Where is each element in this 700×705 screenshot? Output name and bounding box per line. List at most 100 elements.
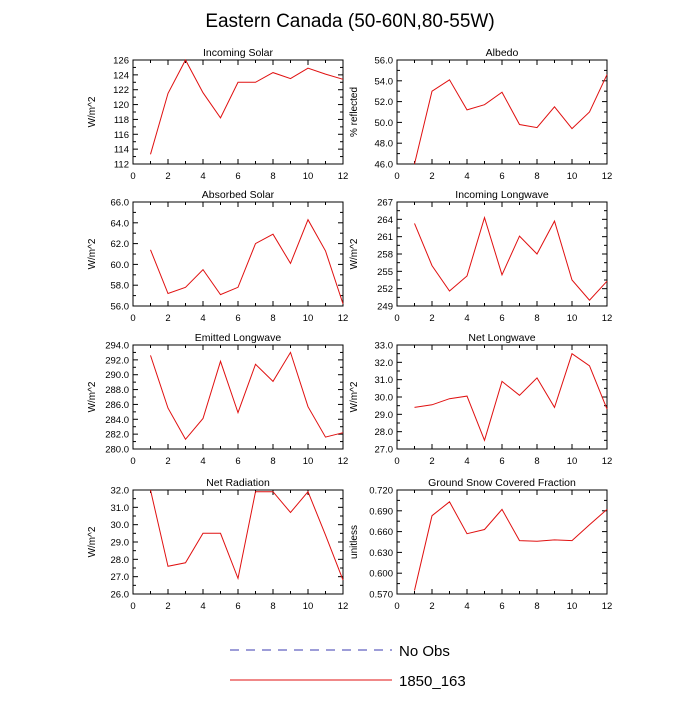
- y-tick-label: 249: [377, 302, 393, 313]
- series-line-1850-163: [150, 351, 344, 441]
- x-tick-label: 10: [303, 171, 314, 182]
- x-tick-label: 10: [567, 171, 578, 182]
- x-tick-label: 12: [338, 601, 349, 612]
- series-line-1850-163: [150, 489, 344, 581]
- x-tick-label: 4: [464, 456, 469, 467]
- plot-frame: [396, 201, 608, 307]
- y-tick-label: 282.0: [105, 430, 129, 441]
- x-tick-label: 6: [499, 171, 504, 182]
- y-tick-label: 280.0: [105, 445, 129, 456]
- x-tick-label: 2: [429, 456, 434, 467]
- y-tick-label: 292.0: [105, 355, 129, 366]
- y-tick-label: 30.0: [111, 520, 130, 531]
- y-tick-label: 33.0: [375, 341, 394, 352]
- y-tick-label: 255: [377, 267, 393, 278]
- panel-title: Incoming Solar: [203, 47, 274, 59]
- x-tick-label: 4: [200, 601, 205, 612]
- y-tick-label: 28.0: [375, 427, 394, 438]
- y-tick-label: 27.0: [375, 445, 394, 456]
- y-tick-label: 29.0: [111, 538, 130, 549]
- y-tick-label: 284.0: [105, 415, 129, 426]
- plot-frame: [396, 344, 608, 450]
- y-tick-label: 261: [377, 232, 393, 243]
- x-tick-label: 0: [394, 171, 399, 182]
- panel-albedo: Albedo 0 2 4 6 8 10 12 46.0 48.0 50.0 52.0 54.0 56.0%…: [349, 47, 612, 182]
- x-tick-label: 2: [429, 601, 434, 612]
- x-tick-label: 8: [534, 601, 539, 612]
- x-tick-label: 10: [303, 601, 314, 612]
- y-tick-label: 116: [114, 130, 129, 141]
- panel-net-radiation: Net Radiation 0 2 4 6 8 10 12 26.0 27.0 28.0 29.0 30…: [87, 477, 348, 612]
- y-tick-label: 27.0: [111, 572, 130, 583]
- x-tick-label: 8: [270, 313, 275, 324]
- x-tick-label: 2: [165, 171, 170, 182]
- x-tick-label: 10: [303, 313, 314, 324]
- y-tick-label: 60.0: [111, 260, 130, 271]
- x-tick-label: 0: [130, 601, 135, 612]
- legend: No Obs 1850_163: [230, 643, 466, 690]
- x-tick-label: 0: [130, 313, 135, 324]
- y-tick-label: 31.0: [111, 503, 130, 514]
- y-axis-label: W/m^2: [349, 238, 360, 269]
- x-tick-label: 12: [338, 171, 349, 182]
- series-line-1850-163: [414, 501, 608, 591]
- panel-title: Absorbed Solar: [202, 189, 275, 201]
- y-tick-label: 31.0: [375, 375, 394, 386]
- y-tick-label: 30.0: [375, 393, 394, 404]
- x-tick-label: 0: [130, 171, 135, 182]
- x-tick-label: 12: [602, 456, 613, 467]
- y-tick-label: 0.570: [369, 590, 393, 601]
- y-tick-label: 56.0: [375, 56, 394, 67]
- legend-label-no-obs: No Obs: [399, 643, 450, 660]
- y-tick-label: 294.0: [105, 341, 129, 352]
- x-tick-label: 12: [602, 171, 613, 182]
- x-tick-label: 4: [200, 171, 205, 182]
- panel-title: Net Longwave: [468, 332, 535, 344]
- y-tick-label: 62.0: [111, 239, 130, 250]
- x-tick-label: 2: [165, 313, 170, 324]
- x-tick-label: 8: [270, 171, 275, 182]
- y-tick-label: 0.630: [369, 548, 393, 559]
- y-tick-label: 124: [113, 70, 129, 81]
- x-tick-label: 12: [338, 456, 349, 467]
- x-tick-label: 8: [534, 456, 539, 467]
- x-tick-label: 10: [303, 456, 314, 467]
- x-tick-label: 6: [499, 313, 504, 324]
- x-tick-label: 0: [394, 313, 399, 324]
- series-line-1850-163: [414, 215, 608, 301]
- x-tick-label: 12: [602, 313, 613, 324]
- x-tick-label: 8: [270, 456, 275, 467]
- y-tick-label: 286.0: [105, 400, 129, 411]
- y-tick-label: 0.600: [369, 569, 393, 580]
- x-tick-label: 0: [130, 456, 135, 467]
- y-tick-label: 0.690: [369, 506, 393, 517]
- plot-frame: [396, 489, 608, 595]
- panel-net-longwave: Net Longwave 0 2 4 6 8 10 12 27.0 28.0 29.0 30.0 31.…: [349, 332, 612, 467]
- y-axis-label: W/m^2: [87, 96, 98, 127]
- y-tick-label: 126: [113, 56, 129, 67]
- y-tick-label: 50.0: [375, 118, 394, 129]
- y-tick-label: 264: [377, 215, 393, 226]
- x-tick-label: 8: [534, 171, 539, 182]
- y-axis-label: W/m^2: [87, 526, 98, 557]
- x-tick-label: 2: [429, 313, 434, 324]
- panel-title: Net Radiation: [206, 477, 270, 489]
- x-tick-label: 10: [567, 456, 578, 467]
- x-tick-label: 6: [235, 171, 240, 182]
- x-tick-label: 2: [165, 456, 170, 467]
- panel-title: Emitted Longwave: [195, 332, 282, 344]
- y-tick-label: 48.0: [375, 139, 394, 150]
- x-tick-label: 2: [429, 171, 434, 182]
- y-tick-label: 29.0: [375, 410, 394, 421]
- y-tick-label: 0.660: [369, 527, 393, 538]
- x-tick-label: 4: [200, 456, 205, 467]
- x-tick-label: 12: [602, 601, 613, 612]
- panel-title: Albedo: [486, 47, 519, 59]
- plot-frame: [396, 59, 608, 165]
- y-tick-label: 0.720: [369, 486, 393, 497]
- y-axis-label: W/m^2: [349, 381, 360, 412]
- legend-label-1850-163: 1850_163: [399, 673, 466, 690]
- y-tick-label: 66.0: [111, 198, 130, 209]
- figure-title: Eastern Canada (50-60N,80-55W): [205, 11, 494, 32]
